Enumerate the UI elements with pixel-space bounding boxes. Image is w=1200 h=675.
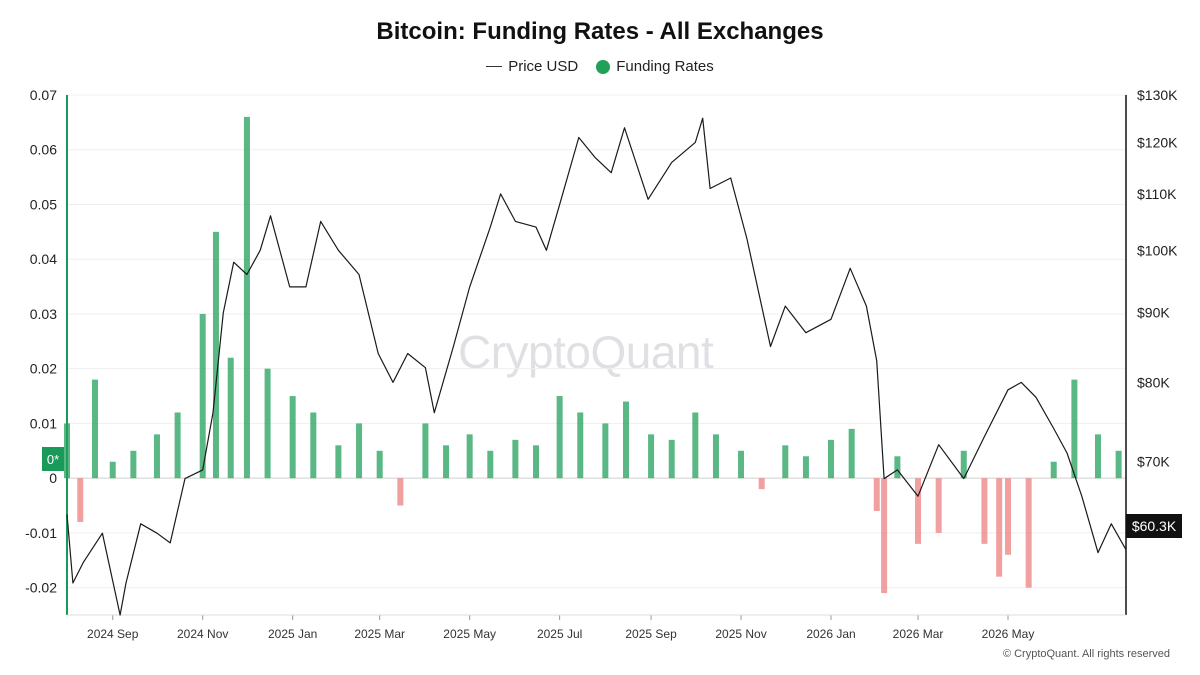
- left-axis-tick-label: 0.03: [30, 306, 57, 322]
- funding-rate-bar: [199, 313, 206, 479]
- funding-rate-bar: [227, 357, 234, 479]
- funding-rate-bar: [487, 450, 494, 479]
- funding-rate-bar: [92, 379, 99, 479]
- chart-legend: Price USD Funding Rates: [0, 58, 1200, 75]
- funding-rate-bar: [310, 412, 317, 479]
- x-axis-tick-label: 2024 Sep: [87, 627, 139, 641]
- funding-rate-bar: [894, 456, 901, 479]
- last-price-badge: $60.3K: [1126, 514, 1182, 538]
- funding-rate-bar: [1115, 450, 1122, 479]
- funding-rate-bar: [422, 423, 429, 479]
- left-axis-tick-label: 0.02: [30, 361, 57, 377]
- funding-rate-bar: [77, 478, 84, 522]
- funding-rate-bar: [782, 445, 789, 479]
- funding-rate-bar: [356, 423, 363, 479]
- x-axis-tick-label: 2025 Jul: [537, 627, 582, 641]
- funding-rate-bar: [1071, 379, 1078, 479]
- funding-rate-bar: [533, 445, 540, 479]
- funding-rate-bar: [981, 478, 988, 544]
- chart-title: Bitcoin: Funding Rates - All Exchanges: [376, 18, 824, 45]
- x-axis-tick-label: 2025 Nov: [715, 627, 766, 641]
- left-axis-tick-label: -0.02: [25, 580, 57, 596]
- funding-rate-bar: [512, 439, 519, 479]
- funding-rate-bar: [289, 396, 296, 479]
- funding-rate-bar: [243, 116, 250, 479]
- funding-rate-bar: [212, 231, 219, 479]
- funding-rate-bar: [1094, 434, 1101, 479]
- copyright-text: © CryptoQuant. All rights reserved: [1002, 648, 1170, 660]
- funding-rate-bar: [648, 434, 655, 479]
- funding-rate-bar: [130, 450, 137, 479]
- legend-item-funding[interactable]: Funding Rates: [596, 58, 714, 75]
- funding-rate-bar: [622, 401, 629, 479]
- right-axis-tick-label: $80K: [1137, 374, 1170, 390]
- line-marker-icon: [486, 65, 503, 68]
- funding-rate-bar: [873, 478, 880, 511]
- funding-rate-bar: [264, 368, 271, 479]
- funding-rate-bar: [828, 439, 835, 479]
- funding-rate-bar: [960, 450, 967, 479]
- left-axis-tick-label: 0: [49, 470, 57, 486]
- funding-rate-bar: [335, 445, 342, 479]
- legend-label-price: Price USD: [508, 58, 579, 75]
- funding-rate-bar: [443, 445, 450, 479]
- funding-rate-bar: [1025, 478, 1032, 588]
- funding-rate-bar: [466, 434, 473, 479]
- right-axis-tick-label: $70K: [1137, 453, 1170, 469]
- funding-rate-bar: [109, 461, 116, 479]
- funding-rate-bar: [1005, 478, 1012, 555]
- funding-rate-bar: [64, 423, 70, 479]
- x-axis-tick-label: 2026 May: [982, 627, 1035, 641]
- funding-rate-bar: [556, 396, 563, 479]
- x-axis-tick-label: 2025 May: [443, 627, 496, 641]
- dot-marker-icon: [596, 59, 611, 74]
- funding-rate-bar: [668, 439, 675, 479]
- price-usd-line: [66, 117, 1127, 616]
- left-axis-tick-label: 0.01: [30, 415, 57, 431]
- right-axis-tick-label: $110K: [1137, 186, 1177, 202]
- funding-rate-bar: [881, 478, 888, 594]
- funding-rate-bar: [848, 428, 855, 479]
- left-axis-tick-label: 0.04: [30, 251, 57, 267]
- right-axis-tick-label: $100K: [1137, 242, 1178, 258]
- funding-rate-bar: [802, 456, 809, 479]
- funding-rate-bar: [738, 450, 745, 479]
- funding-rate-bar: [153, 434, 160, 479]
- zero-value-badge: 0*: [42, 447, 64, 471]
- left-axis-tick-label: 0.05: [30, 196, 57, 212]
- x-axis-tick-label: 2024 Nov: [177, 627, 228, 641]
- x-axis-tick-label: 2026 Mar: [893, 627, 944, 641]
- watermark: CryptoQuant: [458, 326, 714, 378]
- x-axis-tick-label: 2026 Jan: [806, 627, 855, 641]
- right-axis-tick-label: $130K: [1137, 87, 1178, 103]
- right-axis-tick-label: $90K: [1137, 305, 1170, 321]
- funding-rate-bar: [376, 450, 383, 479]
- legend-label-funding: Funding Rates: [616, 58, 714, 75]
- right-axis-tick-label: $120K: [1137, 134, 1178, 150]
- legend-item-price[interactable]: Price USD: [486, 58, 578, 75]
- left-axis-tick-label: 0.06: [30, 142, 57, 158]
- funding-rate-bar: [692, 412, 699, 479]
- funding-rate-bar: [602, 423, 609, 479]
- left-axis-tick-label: 0.07: [30, 87, 57, 103]
- funding-rate-bar: [935, 478, 942, 533]
- funding-rate-bar: [712, 434, 719, 479]
- funding-rate-bar: [397, 478, 404, 506]
- left-axis-tick-label: -0.01: [25, 525, 57, 541]
- funding-rate-bar: [1050, 461, 1057, 479]
- funding-rate-bar: [577, 412, 584, 479]
- funding-rate-bar: [996, 478, 1003, 577]
- funding-rate-bar: [174, 412, 181, 479]
- x-axis-tick-label: 2025 Jan: [268, 627, 317, 641]
- x-axis-tick-label: 2025 Mar: [354, 627, 405, 641]
- x-axis-tick-label: 2025 Sep: [625, 627, 677, 641]
- funding-rate-bar: [915, 478, 922, 544]
- funding-rate-bar: [758, 478, 765, 490]
